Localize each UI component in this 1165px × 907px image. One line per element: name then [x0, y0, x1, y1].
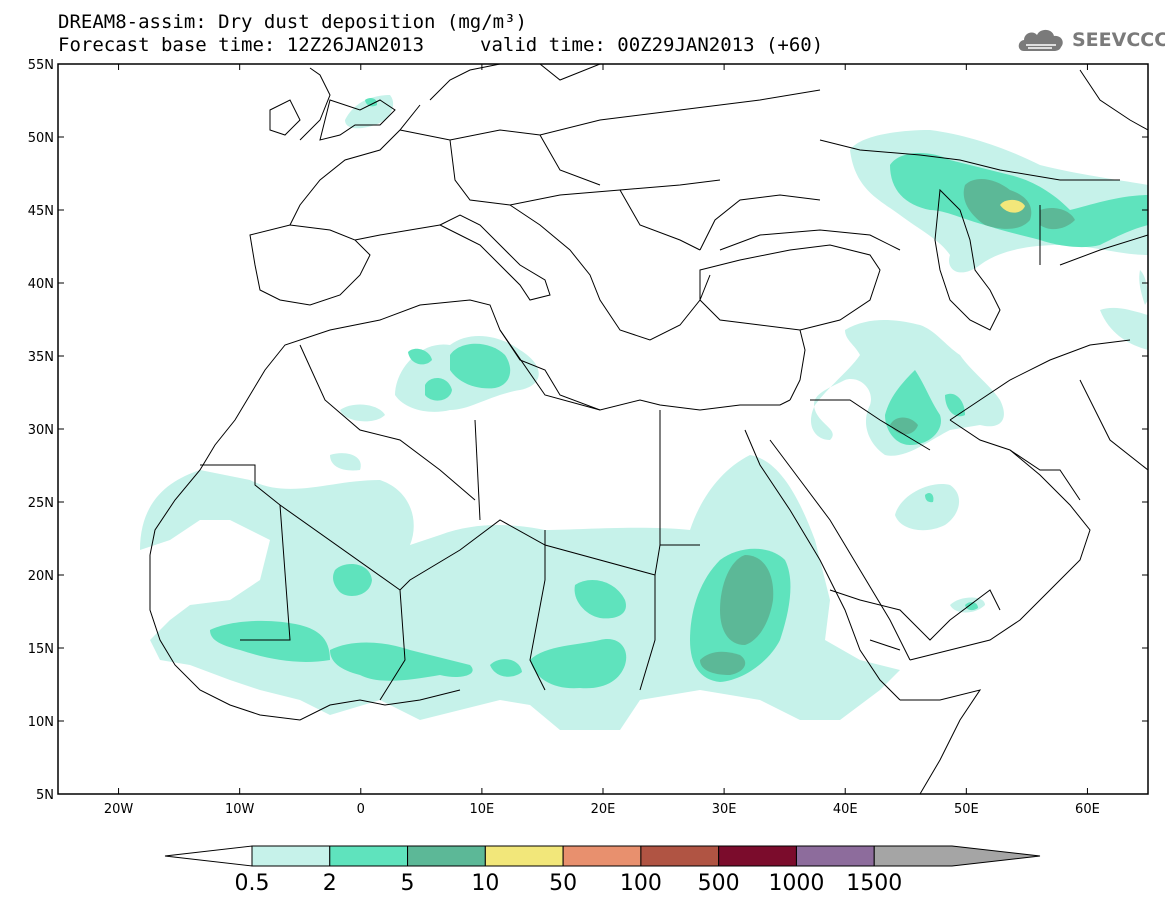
dust-level-5 [700, 178, 1075, 675]
colorbar-over-segment [873, 845, 1041, 867]
seevccc-logo: SEEVCCC [1016, 24, 1165, 56]
lat-label: 45N [28, 204, 54, 219]
lon-label: 10E [470, 802, 495, 817]
colorbar-segment [562, 845, 642, 867]
forecast-base-time: Forecast base time: 12Z26JAN2013 [58, 34, 425, 56]
colorbar-label: 50 [549, 871, 577, 896]
lon-label: 60E [1075, 802, 1100, 817]
lon-label: 10W [225, 802, 255, 817]
logo-text: SEEVCCC [1072, 29, 1165, 51]
colorbar-segment [251, 845, 331, 867]
colorbar-label: 500 [698, 871, 740, 896]
coastlines-borders [149, 64, 1148, 794]
colorbar-segment [484, 845, 564, 867]
lat-label: 5N [36, 788, 54, 803]
longitude-axis: 20W 10W 0 10E 20E 30E 40E 50E 60E [104, 64, 1100, 817]
colorbar-label: 2 [323, 871, 337, 896]
latitude-axis: 55N 50N 45N 40N 35N 30N 25N 20N 15N 10N 5N [28, 58, 1148, 803]
lon-label: 20E [591, 802, 616, 817]
dust-fields [140, 95, 1148, 730]
colorbar-segment [795, 845, 875, 867]
colorbar-segment [718, 845, 797, 867]
lat-label: 10N [28, 715, 54, 730]
colorbar-label: 100 [620, 871, 662, 896]
colorbar-segment [640, 845, 720, 867]
colorbar-segment [407, 845, 486, 867]
lat-label: 55N [28, 58, 54, 73]
lon-label: 50E [954, 802, 979, 817]
colorbar-segment [329, 845, 409, 867]
dust-level-10 [1000, 199, 1025, 213]
colorbar-under-arrow [164, 845, 253, 867]
lat-label: 40N [28, 277, 54, 292]
lat-label: 50N [28, 131, 54, 146]
lon-label: 20W [104, 802, 134, 817]
colorbar-label: 0.5 [235, 871, 270, 896]
colorbar-label: 5 [401, 871, 415, 896]
map-title: DREAM8-assim: Dry dust deposition (mg/m³… [58, 11, 527, 33]
lon-label: 0 [357, 802, 365, 817]
valid-time: valid time: 00Z29JAN2013 (+60) [480, 34, 824, 56]
lat-label: 30N [28, 423, 54, 438]
lon-label: 30E [712, 802, 737, 817]
cloud-logo-icon [1018, 29, 1063, 51]
lat-label: 35N [28, 350, 54, 365]
colorbar-label: 10 [471, 871, 499, 896]
colorbar: 0.5 2 5 10 50 100 500 1000 1500 [164, 845, 1041, 896]
lat-label: 20N [28, 569, 54, 584]
lat-label: 25N [28, 496, 54, 511]
colorbar-label: 1500 [846, 871, 902, 896]
lat-label: 15N [28, 642, 54, 657]
lon-label: 40E [833, 802, 858, 817]
colorbar-label: 1000 [768, 871, 824, 896]
